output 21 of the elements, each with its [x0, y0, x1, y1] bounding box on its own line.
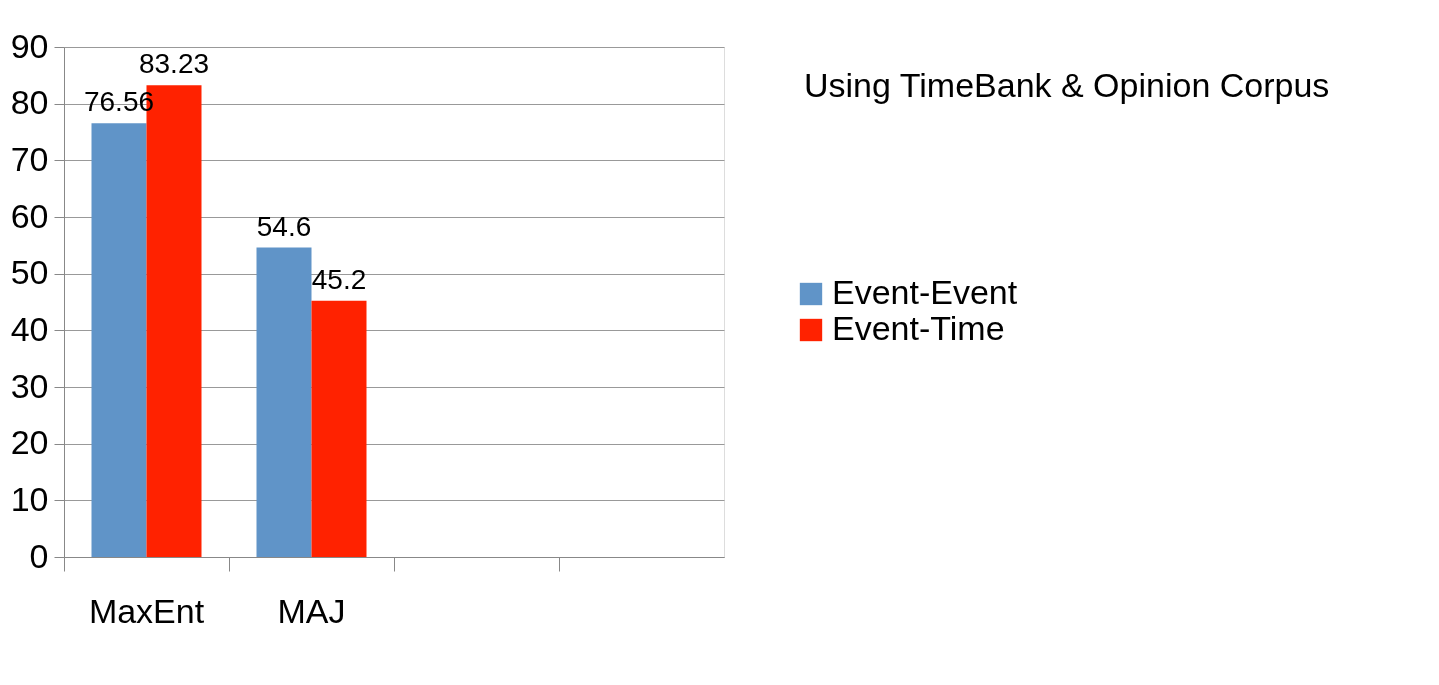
- y-tick-label: 70: [10, 139, 49, 178]
- data-label: 54.6: [256, 210, 312, 242]
- y-tick-label: 20: [10, 423, 49, 462]
- y-tick-label: 50: [10, 253, 49, 292]
- bar: [311, 300, 367, 557]
- y-tick-label: 40: [10, 309, 49, 348]
- x-tick-label: MAJ: [277, 591, 346, 630]
- bar: [91, 123, 147, 557]
- legend-label: Event-Event: [832, 273, 1018, 311]
- x-tick-label: MaxEnt: [88, 591, 205, 630]
- y-tick-label: 90: [10, 26, 49, 65]
- text: Using TimeBank & Opinion Corpus: [804, 66, 1330, 104]
- y-tick-label: 10: [10, 479, 49, 518]
- y-tick-label: 80: [10, 83, 49, 122]
- y-tick-label: 30: [10, 366, 49, 405]
- data-label: 45.2: [311, 263, 367, 295]
- y-tick-label: 0: [29, 536, 49, 575]
- legend-label: Event-Time: [832, 309, 1005, 347]
- bar: [256, 247, 312, 557]
- y-tick-label: 60: [10, 196, 49, 235]
- data-label: 83.23: [138, 48, 210, 80]
